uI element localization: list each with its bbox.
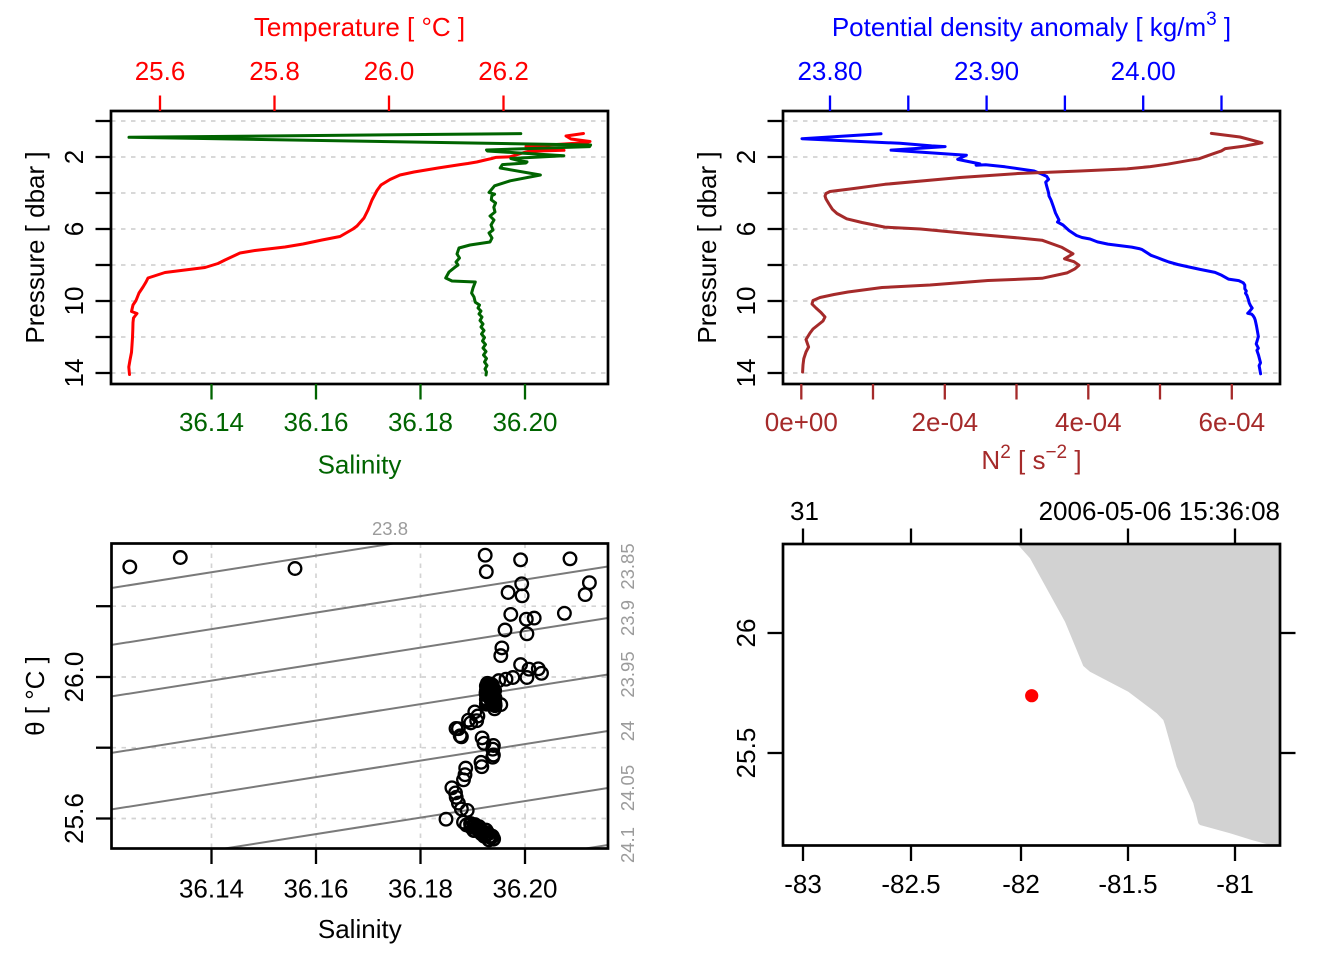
svg-text:36.18: 36.18 <box>388 874 453 904</box>
svg-text:23.9: 23.9 <box>617 600 638 636</box>
svg-text:2e-04: 2e-04 <box>912 407 979 437</box>
svg-text:-81: -81 <box>1216 869 1254 899</box>
svg-text:6e-04: 6e-04 <box>1199 407 1266 437</box>
svg-text:26.0: 26.0 <box>59 652 89 703</box>
svg-text:-81.5: -81.5 <box>1098 869 1157 899</box>
svg-text:Temperature [ °C ]: Temperature [ °C ] <box>254 12 465 42</box>
svg-text:2: 2 <box>731 150 761 164</box>
svg-text:36.14: 36.14 <box>179 407 244 437</box>
svg-text:14: 14 <box>59 359 89 388</box>
svg-text:Pressure [ dbar ]: Pressure [ dbar ] <box>692 151 722 343</box>
svg-text:36.18: 36.18 <box>388 407 453 437</box>
svg-text:31: 31 <box>790 496 819 526</box>
svg-text:0e+00: 0e+00 <box>765 407 838 437</box>
svg-text:25.6: 25.6 <box>135 56 186 86</box>
svg-text:14: 14 <box>731 359 761 388</box>
svg-text:23.95: 23.95 <box>617 651 638 697</box>
svg-text:25.6: 25.6 <box>59 793 89 844</box>
svg-text:Pressure [ dbar ]: Pressure [ dbar ] <box>20 151 50 343</box>
svg-text:10: 10 <box>731 287 761 316</box>
svg-text:24: 24 <box>617 721 638 742</box>
svg-text:26.0: 26.0 <box>364 56 415 86</box>
svg-text:Potential density anomaly [ kg: Potential density anomaly [ kg/m3 ] <box>832 9 1231 42</box>
svg-text:26: 26 <box>731 619 761 648</box>
svg-text:Salinity: Salinity <box>318 914 402 944</box>
svg-text:10: 10 <box>59 287 89 316</box>
svg-text:24.00: 24.00 <box>1111 56 1176 86</box>
svg-text:25.8: 25.8 <box>249 56 300 86</box>
svg-text:36.16: 36.16 <box>283 874 348 904</box>
svg-text:-83: -83 <box>784 869 822 899</box>
svg-text:6: 6 <box>59 222 89 236</box>
svg-text:4e-04: 4e-04 <box>1055 407 1122 437</box>
svg-text:N2 [ s−2 ]: N2 [ s−2 ] <box>981 442 1081 475</box>
svg-text:36.16: 36.16 <box>283 407 348 437</box>
svg-text:23.8: 23.8 <box>372 518 408 539</box>
svg-text:Salinity: Salinity <box>318 450 402 480</box>
svg-text:25.5: 25.5 <box>731 728 761 779</box>
svg-text:36.14: 36.14 <box>179 874 244 904</box>
svg-text:23.85: 23.85 <box>617 543 638 589</box>
svg-text:2006-05-06 15:36:08: 2006-05-06 15:36:08 <box>1039 496 1280 526</box>
svg-text:23.90: 23.90 <box>954 56 1019 86</box>
svg-text:24.1: 24.1 <box>617 827 638 863</box>
svg-text:23.80: 23.80 <box>797 56 862 86</box>
svg-text:2: 2 <box>59 150 89 164</box>
svg-text:-82.5: -82.5 <box>881 869 940 899</box>
svg-text:26.2: 26.2 <box>478 56 529 86</box>
svg-text:6: 6 <box>731 222 761 236</box>
svg-text:36.20: 36.20 <box>492 874 557 904</box>
svg-text:24.05: 24.05 <box>617 765 638 811</box>
svg-text:36.20: 36.20 <box>492 407 557 437</box>
svg-text:-82: -82 <box>1002 869 1040 899</box>
svg-text:θ [ °C ]: θ [ °C ] <box>20 656 50 736</box>
